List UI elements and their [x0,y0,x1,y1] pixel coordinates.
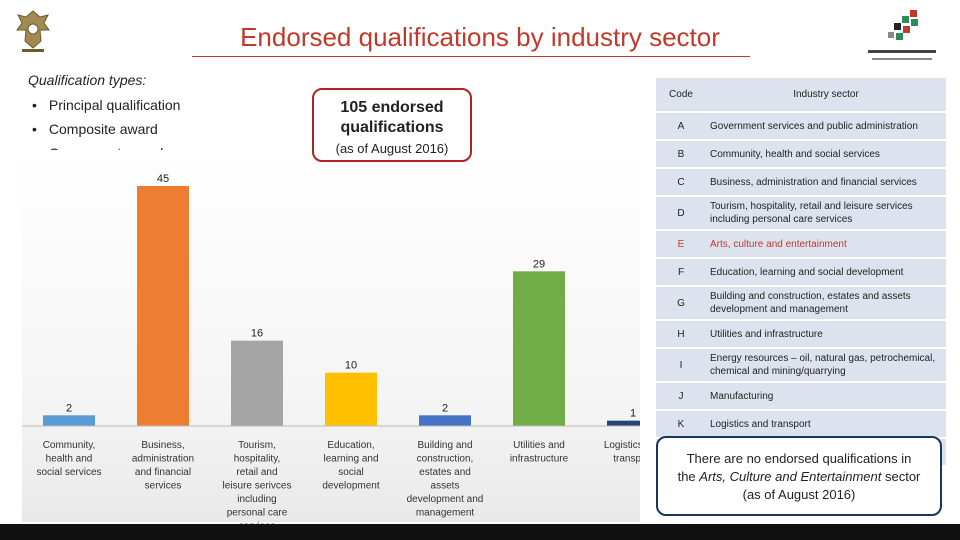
bar [513,271,565,426]
callout-unit-line: qualifications [340,119,444,136]
sector-code-cell: C [656,169,706,195]
data-label: 10 [345,360,357,372]
sector-name-cell: Building and construction, estates and a… [706,287,946,319]
bar [419,415,471,426]
authority-logo [864,6,940,68]
sector-code-cell: J [656,383,706,409]
data-label: 45 [157,173,169,185]
data-label: 2 [66,402,72,414]
table-header-sector: Industry sector [706,78,946,111]
sector-name-cell: Education, learning and social developme… [706,259,946,285]
table-row: C Business, administration and financial … [656,169,946,195]
bar [607,420,640,426]
sector-name-cell: Arts, culture and entertainment [706,231,946,257]
sector-name-cell: Business, administration and financial s… [706,169,946,195]
table-row: I Energy resources – oil, natural gas, pe… [656,349,946,381]
sector-name-cell: Manufacturing [706,383,946,409]
note-line-2-suffix: sector [881,469,921,484]
bar-chart: 2 45 16 10 2 29 1 Community, health and social se… [22,173,640,532]
category-label: Building and construction, estates and asse… [407,440,484,519]
table-row: F Education, learning and social developm… [656,259,946,285]
category-label: Education, learning and social development [322,440,379,492]
bar [231,340,283,426]
table-row: E Arts, culture and entertainment [656,231,946,257]
sector-code-cell: D [656,197,706,229]
note-line-2-prefix: the [677,469,700,484]
table-row: B Community, health and social services [656,141,946,167]
sector-name-cell: Utilities and infrastructure [706,321,946,347]
sector-code-cell: H [656,321,706,347]
sector-name-cell: Tourism, hospitality, retail and leisure… [706,197,946,229]
data-label: 1 [630,408,636,420]
table-row: A Government services and public administ… [656,113,946,139]
table-row: K Logistics and transport [656,411,946,437]
category-label: Utilities and infrastructure [510,440,569,465]
uae-emblem-logo [14,8,52,54]
note-sector-name: Arts, Culture and Entertainment [699,469,882,484]
callout-date-line: (as of August 2016) [335,141,449,156]
page-title: Endorsed qualifications by industry sect… [240,22,720,52]
sector-code-cell: A [656,113,706,139]
table-header-code: Code [656,78,706,111]
callout-count-line: 105 endorsed [340,99,444,116]
sector-name-cell: Community, health and social services [706,141,946,167]
sector-name-cell: Energy resources – oil, natural gas, pet… [706,349,946,381]
sector-code-cell: I [656,349,706,381]
data-label: 29 [533,258,545,270]
table-row: J Manufacturing [656,383,946,409]
note-line-1: There are no endorsed qualifications in [686,451,912,466]
sector-code-cell: F [656,259,706,285]
sector-code-table: Code Industry sector A Government service… [656,76,946,467]
data-label: 16 [251,328,263,340]
total-callout: 105 endorsed qualifications (as of Augus… [312,88,472,162]
bar [325,372,377,426]
sector-code-cell: B [656,141,706,167]
bar [137,186,189,426]
note-line-3: (as of August 2016) [742,487,856,502]
arts-sector-note: There are no endorsed qualifications in … [656,436,942,516]
sector-table-body: A Government services and public administ… [656,113,946,465]
table-row: G Building and construction, estates and … [656,287,946,319]
note-line-2: the Arts, Culture and Entertainment sect… [658,468,940,486]
table-row: D Tourism, hospitality, retail and leisur… [656,197,946,229]
category-label: Business, administration and financial serv… [132,440,194,492]
table-row: H Utilities and infrastructure [656,321,946,347]
category-label: Community, health and social services [36,440,101,478]
sector-name-cell: Government services and public administr… [706,113,946,139]
bar [43,415,95,426]
data-label: 2 [442,402,448,414]
sector-code-cell: G [656,287,706,319]
sector-name-cell: Logistics and transport [706,411,946,437]
title-divider [192,56,750,57]
qualification-types-label: Qualification types: [28,72,147,88]
sector-code-cell: E [656,231,706,257]
footer-bar [0,524,960,540]
category-label: Tourism, hospitality, retail and leisure se… [223,440,292,532]
qualification-type-principal: Principal qualification [32,96,181,120]
sector-code-cell: K [656,411,706,437]
qualification-type-composite: Composite award [32,120,180,144]
